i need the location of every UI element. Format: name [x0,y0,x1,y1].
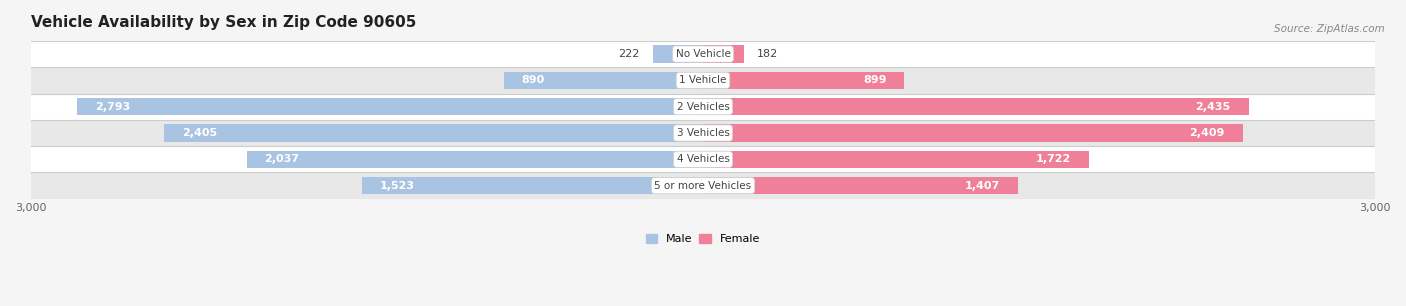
Text: 899: 899 [863,75,887,85]
Text: 1,407: 1,407 [965,181,1000,191]
Bar [703,98,1249,115]
Text: 2,435: 2,435 [1195,102,1230,112]
Text: 1,523: 1,523 [380,181,415,191]
Text: 2,405: 2,405 [181,128,217,138]
Text: 2 Vehicles: 2 Vehicles [676,102,730,112]
Text: Vehicle Availability by Sex in Zip Code 90605: Vehicle Availability by Sex in Zip Code … [31,15,416,30]
Bar [165,125,703,142]
Text: Source: ZipAtlas.com: Source: ZipAtlas.com [1274,24,1385,35]
Bar [361,177,703,194]
Text: 222: 222 [619,49,640,59]
Bar [31,41,1375,67]
Text: 890: 890 [522,75,544,85]
Bar [31,120,1375,146]
Bar [31,173,1375,199]
Text: 182: 182 [758,49,779,59]
Text: 3 Vehicles: 3 Vehicles [676,128,730,138]
Bar [31,146,1375,173]
Text: No Vehicle: No Vehicle [675,49,731,59]
Text: 1,722: 1,722 [1036,154,1071,164]
Bar [703,151,1088,168]
Text: 2,409: 2,409 [1189,128,1225,138]
Text: 2,793: 2,793 [96,102,131,112]
Legend: Male, Female: Male, Female [641,229,765,248]
Text: 5 or more Vehicles: 5 or more Vehicles [654,181,752,191]
Bar [503,72,703,89]
Bar [31,67,1375,94]
Text: 4 Vehicles: 4 Vehicles [676,154,730,164]
Text: 1 Vehicle: 1 Vehicle [679,75,727,85]
Bar [654,46,703,63]
Bar [703,46,744,63]
Bar [31,94,1375,120]
Bar [703,72,904,89]
Bar [703,177,1018,194]
Bar [77,98,703,115]
Bar [246,151,703,168]
Text: 2,037: 2,037 [264,154,299,164]
Bar [703,125,1243,142]
